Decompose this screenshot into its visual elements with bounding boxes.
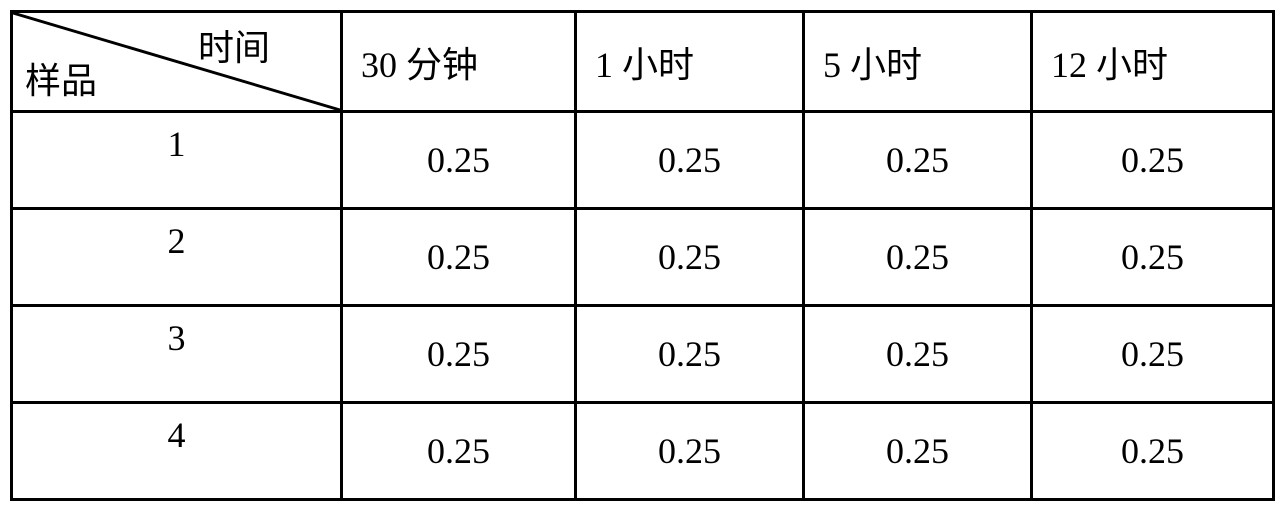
row-header: 4 (12, 403, 342, 500)
data-cell: 0.25 (1032, 112, 1274, 209)
data-cell: 0.25 (804, 306, 1032, 403)
data-table: 时间 样品 30 分钟 1 小时 5 小时 12 小时 1 0.25 0.25 … (10, 10, 1275, 501)
data-cell: 0.25 (804, 403, 1032, 500)
table-row: 3 0.25 0.25 0.25 0.25 (12, 306, 1274, 403)
row-header: 1 (12, 112, 342, 209)
data-cell: 0.25 (1032, 306, 1274, 403)
data-table-container: 时间 样品 30 分钟 1 小时 5 小时 12 小时 1 0.25 0.25 … (10, 10, 1272, 501)
column-header: 1 小时 (576, 12, 804, 112)
diagonal-top-label: 时间 (198, 19, 270, 71)
data-cell: 0.25 (342, 112, 576, 209)
column-header: 30 分钟 (342, 12, 576, 112)
data-cell: 0.25 (576, 209, 804, 306)
data-cell: 0.25 (342, 209, 576, 306)
column-header: 5 小时 (804, 12, 1032, 112)
table-header-row: 时间 样品 30 分钟 1 小时 5 小时 12 小时 (12, 12, 1274, 112)
diagonal-header-cell: 时间 样品 (12, 12, 342, 112)
table-row: 4 0.25 0.25 0.25 0.25 (12, 403, 1274, 500)
data-cell: 0.25 (342, 403, 576, 500)
row-header: 2 (12, 209, 342, 306)
data-cell: 0.25 (576, 403, 804, 500)
data-cell: 0.25 (804, 112, 1032, 209)
data-cell: 0.25 (576, 112, 804, 209)
column-header: 12 小时 (1032, 12, 1274, 112)
data-cell: 0.25 (1032, 209, 1274, 306)
diagonal-bottom-label: 样品 (25, 52, 97, 104)
data-cell: 0.25 (1032, 403, 1274, 500)
table-row: 1 0.25 0.25 0.25 0.25 (12, 112, 1274, 209)
data-cell: 0.25 (804, 209, 1032, 306)
data-cell: 0.25 (342, 306, 576, 403)
table-row: 2 0.25 0.25 0.25 0.25 (12, 209, 1274, 306)
row-header: 3 (12, 306, 342, 403)
data-cell: 0.25 (576, 306, 804, 403)
